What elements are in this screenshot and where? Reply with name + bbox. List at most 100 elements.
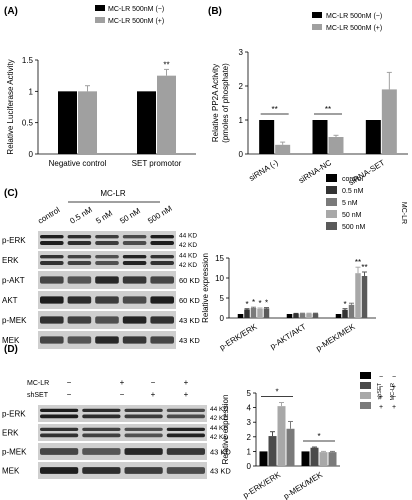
blot-band: [166, 427, 205, 431]
molecular-weight-label: 43 KD: [179, 316, 200, 325]
blot-band: [166, 448, 205, 455]
blot-row-label: ERK: [2, 429, 19, 438]
blot-band: [122, 336, 147, 344]
y-tick-label: 0: [29, 150, 34, 159]
blot-row-label: p-MEK: [2, 448, 27, 457]
bar: [361, 276, 368, 318]
blot-band: [150, 276, 174, 284]
y-tick-label: 1: [247, 447, 252, 456]
legend-label: MC-LR 500nM (−): [108, 6, 164, 13]
blot-band: [40, 235, 64, 239]
bar: [312, 120, 328, 154]
blot-band: [122, 261, 147, 265]
legend-label: MC-LR 500nM (−): [326, 13, 382, 20]
x-tick-label: Negative control: [49, 159, 107, 168]
blot-band: [40, 467, 79, 474]
blot-strip: [38, 443, 207, 460]
blot-strip: [38, 251, 176, 269]
legend-label: 5 nM: [342, 200, 358, 207]
bar: [237, 314, 244, 318]
panel-label-d: (D): [4, 344, 18, 355]
blot-band: [122, 255, 147, 259]
legend-label: +: [392, 384, 396, 391]
legend-label: MC-LR 500nM (+): [108, 18, 164, 25]
condition-value: −: [151, 378, 156, 387]
significance-marker: **: [361, 263, 367, 272]
blot-band: [40, 336, 64, 344]
legend-label: +: [379, 404, 383, 411]
legend-swatch: [326, 210, 337, 218]
y-tick-label: 3: [247, 418, 252, 427]
blot-strip: [38, 424, 207, 441]
blot-band: [67, 235, 92, 239]
y-tick-label: 4: [247, 404, 252, 413]
blot-band: [150, 235, 174, 239]
condition-value: +: [120, 378, 125, 387]
bar: [355, 273, 361, 318]
bar: [286, 428, 295, 466]
bar: [348, 304, 355, 318]
molecular-weight-label: 42 KD: [210, 415, 228, 422]
y-tick-label: 0: [239, 150, 244, 159]
lane-label: control: [36, 205, 61, 225]
legend-swatch: [360, 392, 371, 399]
bar: [319, 452, 328, 466]
lane-label: 0.5 nM: [68, 205, 94, 226]
blot-band: [67, 261, 92, 265]
legend-swatch: [312, 24, 322, 30]
significance-marker: *: [317, 432, 320, 441]
lane-label: 5 nM: [94, 208, 114, 225]
blot-band: [40, 448, 79, 455]
blot-row-label: p-MEK: [2, 316, 27, 325]
blot-band: [95, 235, 119, 239]
blot-band: [67, 336, 92, 344]
legend-swatch: [326, 198, 337, 206]
blot-band: [166, 414, 205, 419]
panel-label-a: (A): [4, 6, 18, 17]
blot-band: [95, 336, 119, 344]
legend-label: −: [392, 374, 396, 381]
blot-band: [82, 414, 121, 419]
blot-band: [40, 433, 79, 438]
blot-row-label: ERK: [2, 256, 19, 265]
legend-label: −: [379, 374, 383, 381]
legend-label: +: [379, 394, 383, 401]
bar: [286, 314, 293, 318]
y-tick-label: 1: [239, 116, 244, 125]
blot-band: [122, 276, 147, 284]
blot-band: [67, 296, 92, 304]
condition-value: +: [184, 378, 189, 387]
condition-label: shSET: [27, 392, 49, 399]
y-axis-label: Relative Luciferase Activity: [6, 59, 15, 154]
significance-marker: *: [258, 299, 261, 308]
blot-band: [150, 241, 174, 245]
blot-band: [95, 255, 119, 259]
legend-label: +: [392, 404, 396, 411]
x-tick-label: p-ERK/ERK: [241, 470, 282, 500]
legend-label: −: [392, 394, 396, 401]
bar: [275, 144, 291, 154]
blot-band: [40, 414, 79, 419]
molecular-weight-label: 43 KD: [179, 336, 200, 345]
x-tick-label: p-MEK/MEK: [282, 470, 325, 500]
blot-band: [150, 296, 174, 304]
blot-band: [40, 241, 64, 245]
bar: [257, 308, 263, 318]
y-axis-label: Relative expression: [221, 395, 230, 465]
significance-marker: *: [265, 299, 268, 308]
blot-band: [82, 433, 121, 438]
y-tick-label: 5: [220, 294, 225, 303]
legend-label: −: [379, 384, 383, 391]
bar: [157, 75, 176, 154]
x-tick-label: siRNA (-): [247, 158, 280, 183]
blot-band: [40, 427, 79, 431]
bar: [365, 120, 381, 154]
bar: [277, 406, 286, 466]
molecular-weight-label: 60 KD: [179, 296, 200, 305]
significance-marker: **: [163, 60, 169, 69]
bar: [342, 310, 348, 318]
y-tick-label: 2: [239, 82, 244, 91]
blot-band: [124, 467, 163, 474]
legend-swatch: [360, 402, 371, 409]
bar: [381, 89, 397, 154]
